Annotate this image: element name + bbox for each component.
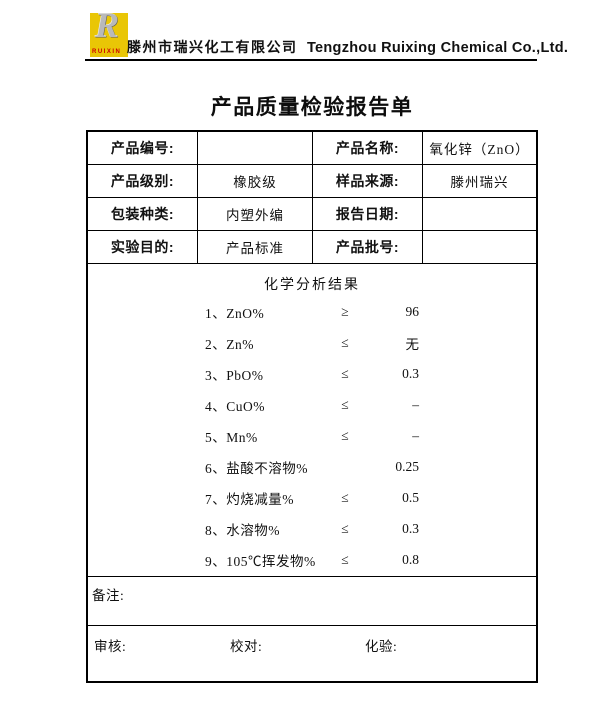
analysis-item-value: 96 [405,303,420,319]
analysis-item-name: 9、105℃挥发物% [205,553,316,569]
lte-symbol: ≤ [341,365,349,381]
company-name-line: 滕州市瑞兴化工有限公司 Tengzhou Ruixing Chemical Co… [127,37,568,57]
analysis-row-volatile-105c: 9、105℃挥发物% ≤ 0.8 [88,544,536,575]
sample-source-label: 样品来源: [313,165,423,197]
lte-symbol: ≤ [341,520,349,536]
analysis-item-name: 8、水溶物% [205,522,280,538]
ruixin-logo-icon: R RUIXIN [90,13,128,57]
analysis-item-name: 5、Mn% [205,429,258,445]
analysis-item-name: 7、灼烧减量% [205,491,294,507]
header-divider [85,59,537,61]
lte-symbol: ≤ [341,334,349,350]
analysis-item-value: 0.25 [395,458,419,474]
analysis-item-value: 0.3 [402,520,419,536]
batch-number-label: 产品批号: [313,231,423,263]
company-name-english: Tengzhou Ruixing Chemical Co.,Ltd. [306,40,569,56]
analysis-item-name: 4、CuO% [205,398,265,414]
product-grade-label: 产品级别: [88,165,198,197]
info-row-product-number: 产品编号: 产品名称: 氧化锌（ZnO） [88,132,536,165]
lte-symbol: ≤ [341,489,349,505]
analysis-row-mn: 5、Mn% ≤ – [88,420,536,451]
info-row-product-grade: 产品级别: 橡胶级 样品来源: 滕州瑞兴 [88,165,536,198]
test-purpose-label: 实验目的: [88,231,198,263]
product-name-value: 氧化锌（ZnO） [429,142,530,157]
info-row-purpose: 实验目的: 产品标准 产品批号: [88,231,536,264]
product-number-label: 产品编号: [88,132,198,164]
lte-symbol: ≤ [341,551,349,567]
batch-number-value [423,231,536,263]
packaging-type-label: 包装种类: [88,198,198,230]
signature-row: 审核: 校对: 化验: [88,626,536,681]
analysis-item-value: – [412,427,419,443]
report-date-value [423,198,536,230]
analysis-section-title: 化学分析结果 [264,278,360,293]
info-row-packaging: 包装种类: 内塑外编 报告日期: [88,198,536,231]
lte-symbol: ≤ [341,396,349,412]
review-label: 审核: [94,639,127,654]
report-date-label: 报告日期: [313,198,423,230]
analysis-row-zn: 2、Zn% ≤ 无 [88,327,536,358]
remarks-label: 备注: [92,588,125,603]
report-table: 产品编号: 产品名称: 氧化锌（ZnO） 产品级别: 橡胶级 样品来源: 滕州瑞… [86,130,538,683]
product-number-value [198,132,313,164]
analysis-item-value: – [412,396,419,412]
analysis-row-water-soluble: 8、水溶物% ≤ 0.3 [88,513,536,544]
analysis-item-name: 1、ZnO% [205,305,265,321]
analysis-row-pbo: 3、PbO% ≤ 0.3 [88,358,536,389]
lte-symbol: ≤ [341,427,349,443]
product-grade-value: 橡胶级 [198,165,313,197]
analysis-item-value: 无 [405,336,420,352]
logo-r-glyph: R [95,13,120,45]
analysis-item-name: 2、Zn% [205,336,254,352]
analysis-row-zno: 1、ZnO% ≥ 96 [88,296,536,327]
analysis-row-ignition-loss: 7、灼烧减量% ≤ 0.5 [88,482,536,513]
test-label: 化验: [365,639,398,654]
analysis-item-value: 0.3 [402,365,419,381]
sample-source-value: 滕州瑞兴 [450,175,509,190]
analysis-item-value: 0.5 [402,489,419,505]
analysis-row-cuo: 4、CuO% ≤ – [88,389,536,420]
product-name-label: 产品名称: [313,132,423,164]
proofread-label: 校对: [230,639,263,654]
logo-brand-text: RUIXIN [92,49,122,55]
test-purpose-value: 产品标准 [198,231,313,263]
analysis-row-hcl-insoluble: 6、盐酸不溶物% 0.25 [88,451,536,482]
chemical-analysis-section: 化学分析结果 1、ZnO% ≥ 96 2、Zn% ≤ 无 3、PbO% ≤ 0.… [88,264,536,577]
analysis-item-value: 0.8 [402,551,419,567]
analysis-item-name: 3、PbO% [205,367,264,383]
report-title: 产品质量检验报告单 [210,96,414,119]
gte-symbol: ≥ [341,303,349,319]
remarks-cell: 备注: [88,577,536,626]
company-name-chinese: 滕州市瑞兴化工有限公司 [127,41,298,56]
packaging-type-value: 内塑外编 [198,198,313,230]
analysis-item-name: 6、盐酸不溶物% [205,460,308,476]
